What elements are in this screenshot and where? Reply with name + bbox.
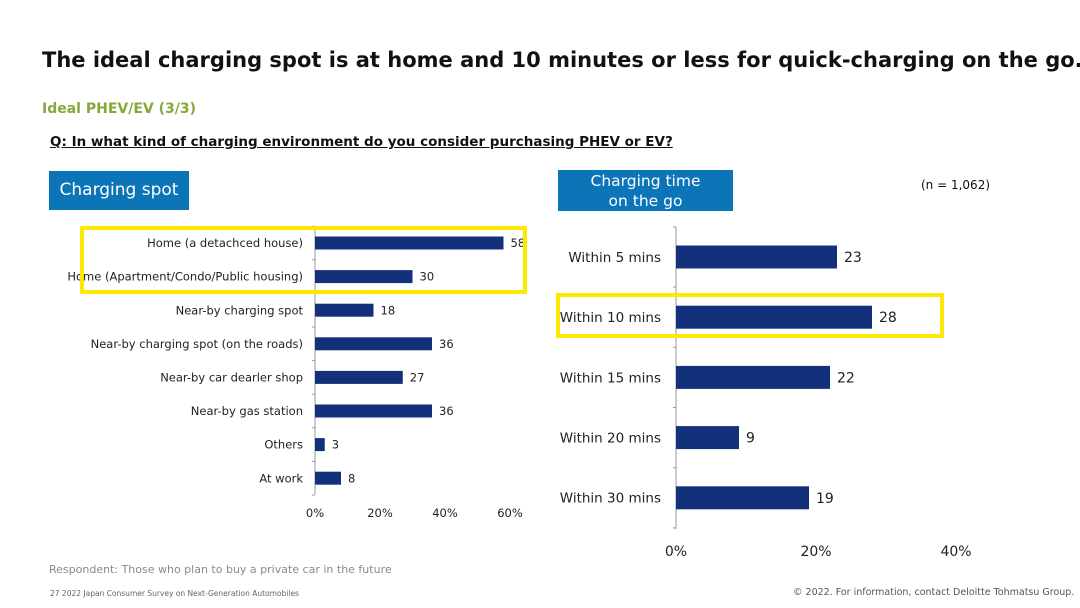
- time-category-label: Within 10 mins: [560, 310, 661, 326]
- time-category-label: Within 15 mins: [560, 370, 661, 386]
- time-category-label: Within 5 mins: [568, 250, 661, 266]
- copyright-note: © 2022. For information, contact Deloitt…: [793, 587, 1075, 598]
- time-bar: [676, 426, 739, 450]
- time-bar: [676, 486, 809, 510]
- spot-category-label: At work: [259, 471, 303, 485]
- time-bar: [676, 245, 837, 269]
- page-title: The ideal charging spot is at home and 1…: [42, 48, 1080, 72]
- spot-value-label: 36: [439, 337, 454, 351]
- spot-value-label: 58: [511, 236, 526, 250]
- time-bar: [676, 305, 872, 329]
- charging-time-header: Charging time on the go: [558, 170, 733, 211]
- time-value-label: 22: [837, 370, 855, 386]
- spot-bar: [315, 438, 325, 452]
- survey-question: Q: In what kind of charging environment …: [50, 134, 673, 150]
- spot-category-label: Others: [264, 438, 303, 452]
- spot-bar: [315, 404, 432, 418]
- spot-category-label: Home (a detachced house): [147, 236, 303, 250]
- time-value-label: 28: [879, 310, 897, 326]
- spot-value-label: 27: [410, 371, 425, 385]
- time-value-label: 23: [844, 250, 862, 266]
- time-value-label: 9: [746, 431, 755, 447]
- spot-x-tick-label: 20%: [367, 506, 393, 520]
- highlight-box-home: [80, 226, 527, 294]
- time-category-label: Within 20 mins: [560, 430, 661, 446]
- spot-category-label: Near-by charging spot (on the roads): [91, 337, 303, 351]
- spot-x-tick-label: 40%: [432, 506, 458, 520]
- spot-value-label: 18: [381, 303, 396, 317]
- spot-bar: [315, 270, 413, 284]
- spot-category-label: Home (Apartment/Condo/Public housing): [67, 270, 303, 284]
- spot-bar: [315, 236, 504, 250]
- time-x-tick-label: 20%: [800, 544, 831, 560]
- spot-category-label: Near-by car dearler shop: [160, 371, 303, 385]
- spot-value-label: 3: [332, 438, 339, 452]
- spot-x-tick-label: 60%: [497, 506, 523, 520]
- spot-bar: [315, 303, 374, 317]
- sample-size-label: (n = 1,062): [921, 178, 991, 192]
- spot-bar: [315, 370, 403, 384]
- spot-value-label: 30: [420, 270, 435, 284]
- spot-category-label: Near-by charging spot: [176, 303, 304, 317]
- spot-value-label: 36: [439, 404, 454, 418]
- time-value-label: 19: [816, 491, 834, 507]
- page-subtitle: Ideal PHEV/EV (3/3): [42, 101, 196, 117]
- charging-spot-header: Charging spot: [49, 171, 189, 210]
- time-x-tick-label: 40%: [940, 544, 971, 560]
- respondent-note: Respondent: Those who plan to buy a priv…: [49, 563, 392, 576]
- time-category-label: Within 30 mins: [560, 491, 661, 507]
- page-footer: 27 2022 Japan Consumer Survey on Next-Ge…: [50, 589, 299, 598]
- spot-value-label: 8: [348, 471, 355, 485]
- highlight-box-10-mins: [556, 293, 944, 338]
- time-bar: [676, 365, 830, 389]
- spot-bar: [315, 471, 341, 485]
- spot-x-tick-label: 0%: [306, 506, 324, 520]
- time-x-tick-label: 0%: [665, 544, 687, 560]
- spot-category-label: Near-by gas station: [191, 404, 303, 418]
- spot-bar: [315, 337, 432, 351]
